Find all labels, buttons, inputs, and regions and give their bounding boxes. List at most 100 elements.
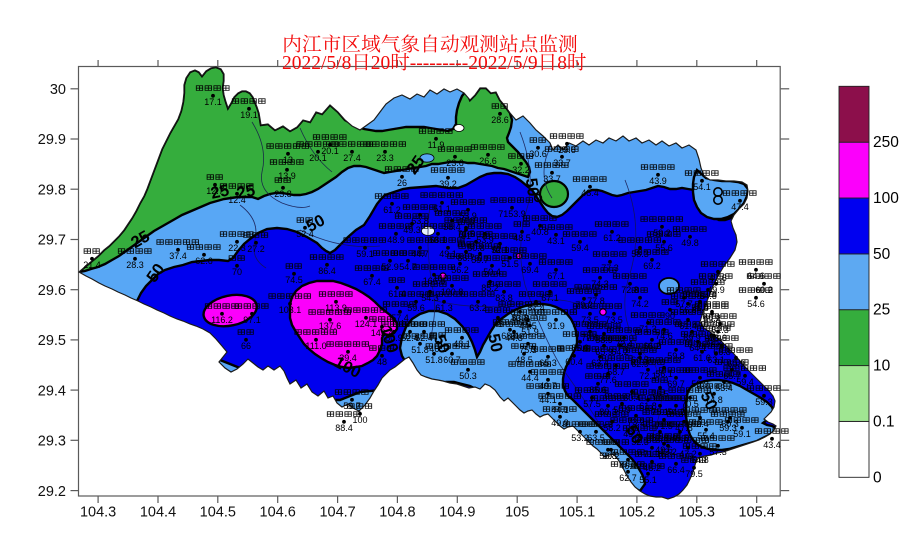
svg-text:69.2: 69.2	[643, 261, 661, 271]
svg-text:62.3: 62.3	[711, 325, 729, 335]
svg-text:44.5: 44.5	[519, 321, 537, 331]
svg-text:66.2: 66.2	[643, 341, 661, 351]
svg-text:8: 8	[557, 53, 567, 74]
svg-text:27.2: 27.2	[247, 244, 265, 254]
svg-text:59.9: 59.9	[691, 379, 709, 389]
svg-text:32.2: 32.2	[512, 165, 530, 175]
svg-text:79.5: 79.5	[685, 469, 703, 479]
svg-text:43.1: 43.1	[547, 236, 565, 246]
svg-text:105.4: 105.4	[739, 505, 775, 521]
svg-text:47.4: 47.4	[731, 202, 749, 212]
svg-text:73.5: 73.5	[581, 315, 599, 325]
svg-text:50: 50	[484, 332, 505, 354]
svg-text:104.5: 104.5	[200, 505, 236, 521]
svg-text:0.1: 0.1	[873, 413, 895, 430]
svg-text:49.4: 49.4	[623, 429, 641, 439]
svg-text:29.8: 29.8	[38, 182, 66, 198]
svg-text:44.7: 44.7	[411, 249, 429, 259]
svg-text:90: 90	[665, 311, 675, 321]
svg-text:63.8: 63.8	[703, 315, 721, 325]
svg-text:74.5: 74.5	[285, 275, 303, 285]
svg-text:69.7: 69.7	[667, 379, 685, 389]
svg-text:71.3: 71.3	[639, 324, 657, 334]
svg-text:29.2: 29.2	[38, 484, 66, 500]
svg-text:104.7: 104.7	[319, 505, 355, 521]
svg-text:29.6: 29.6	[38, 283, 66, 299]
svg-text:74.2: 74.2	[631, 299, 649, 309]
svg-text:53.9: 53.9	[476, 235, 494, 245]
svg-text:47.6: 47.6	[709, 273, 727, 283]
svg-text:250: 250	[873, 134, 899, 151]
svg-text:66.4: 66.4	[667, 465, 685, 475]
svg-text:63.2: 63.2	[469, 303, 487, 313]
svg-text:104.6: 104.6	[260, 505, 296, 521]
svg-text:23.8: 23.8	[274, 189, 292, 199]
svg-text:29.4: 29.4	[38, 383, 66, 399]
svg-text:57.4: 57.4	[391, 313, 409, 323]
svg-text:60.2: 60.2	[703, 313, 721, 323]
svg-text:68.4: 68.4	[501, 331, 519, 341]
svg-text:49.9: 49.9	[707, 285, 725, 295]
svg-text:44.1: 44.1	[539, 395, 557, 405]
svg-text:59.1: 59.1	[356, 249, 374, 259]
svg-text:64.1: 64.1	[689, 343, 707, 353]
svg-text:61.6: 61.6	[693, 353, 711, 363]
svg-text:104.3: 104.3	[80, 505, 116, 521]
svg-text:49.3: 49.3	[403, 225, 421, 235]
svg-text:61.8: 61.8	[639, 401, 657, 411]
svg-text:59.6: 59.6	[407, 303, 425, 313]
svg-text:17.1: 17.1	[204, 97, 222, 107]
svg-text:29.5: 29.5	[38, 333, 66, 349]
svg-text:86.7: 86.7	[457, 253, 475, 263]
svg-text:26: 26	[397, 178, 407, 188]
svg-text:47.8: 47.8	[675, 423, 693, 433]
svg-text:67.1: 67.1	[541, 293, 559, 303]
svg-text:39.2: 39.2	[602, 451, 620, 461]
svg-text:63.4: 63.4	[591, 358, 609, 368]
svg-text:59.3: 59.3	[719, 423, 737, 433]
svg-text:104.8: 104.8	[379, 505, 415, 521]
svg-text:116.2: 116.2	[211, 315, 233, 325]
svg-text:29.9: 29.9	[38, 132, 66, 148]
svg-text:21.4: 21.4	[83, 260, 101, 270]
svg-text:52.4: 52.4	[296, 229, 314, 239]
svg-text:27.4: 27.4	[343, 153, 361, 163]
svg-text:103.1: 103.1	[279, 305, 302, 315]
svg-text:74.8: 74.8	[705, 395, 723, 405]
svg-text:76.5: 76.5	[651, 389, 669, 399]
svg-text:166.8: 166.8	[423, 276, 446, 286]
svg-text:25: 25	[235, 181, 257, 202]
svg-text:54.2: 54.2	[667, 407, 685, 417]
svg-text:59.7: 59.7	[471, 255, 489, 265]
svg-text:29.3: 29.3	[38, 434, 66, 450]
svg-text:100: 100	[873, 190, 899, 207]
svg-text:39.2: 39.2	[439, 179, 457, 189]
svg-text:48: 48	[377, 357, 387, 367]
svg-text:50: 50	[873, 246, 891, 263]
svg-text:53.9: 53.9	[459, 211, 477, 221]
svg-text:72.8: 72.8	[621, 285, 639, 295]
svg-text:19.1: 19.1	[240, 110, 258, 120]
svg-text:124.1: 124.1	[355, 319, 378, 329]
svg-text:52.8: 52.8	[651, 433, 669, 443]
svg-text:48.5: 48.5	[513, 233, 531, 243]
svg-text:71.9: 71.9	[691, 303, 709, 313]
svg-text:83.8: 83.8	[511, 313, 529, 323]
svg-text:48.5: 48.5	[515, 355, 533, 365]
svg-text:60.7: 60.7	[443, 355, 461, 365]
svg-text:55.1: 55.1	[639, 475, 657, 485]
svg-text:91.9: 91.9	[547, 321, 565, 331]
svg-text:11.9: 11.9	[428, 140, 445, 150]
svg-text:57.7: 57.7	[675, 299, 693, 309]
svg-text:65.9: 65.9	[595, 347, 613, 357]
svg-text:58.2: 58.2	[603, 423, 621, 433]
svg-text:2022/5/9: 2022/5/9	[468, 53, 537, 74]
svg-text:77.3: 77.3	[601, 263, 619, 273]
svg-text:58.8: 58.8	[599, 451, 617, 461]
svg-text:62.6: 62.6	[195, 256, 213, 266]
svg-text:62.4: 62.4	[691, 419, 709, 429]
svg-text:12.7: 12.7	[206, 186, 224, 196]
svg-text:28.6: 28.6	[491, 115, 509, 125]
svg-text:62.9: 62.9	[631, 359, 649, 369]
svg-text:52.4: 52.4	[415, 333, 433, 343]
